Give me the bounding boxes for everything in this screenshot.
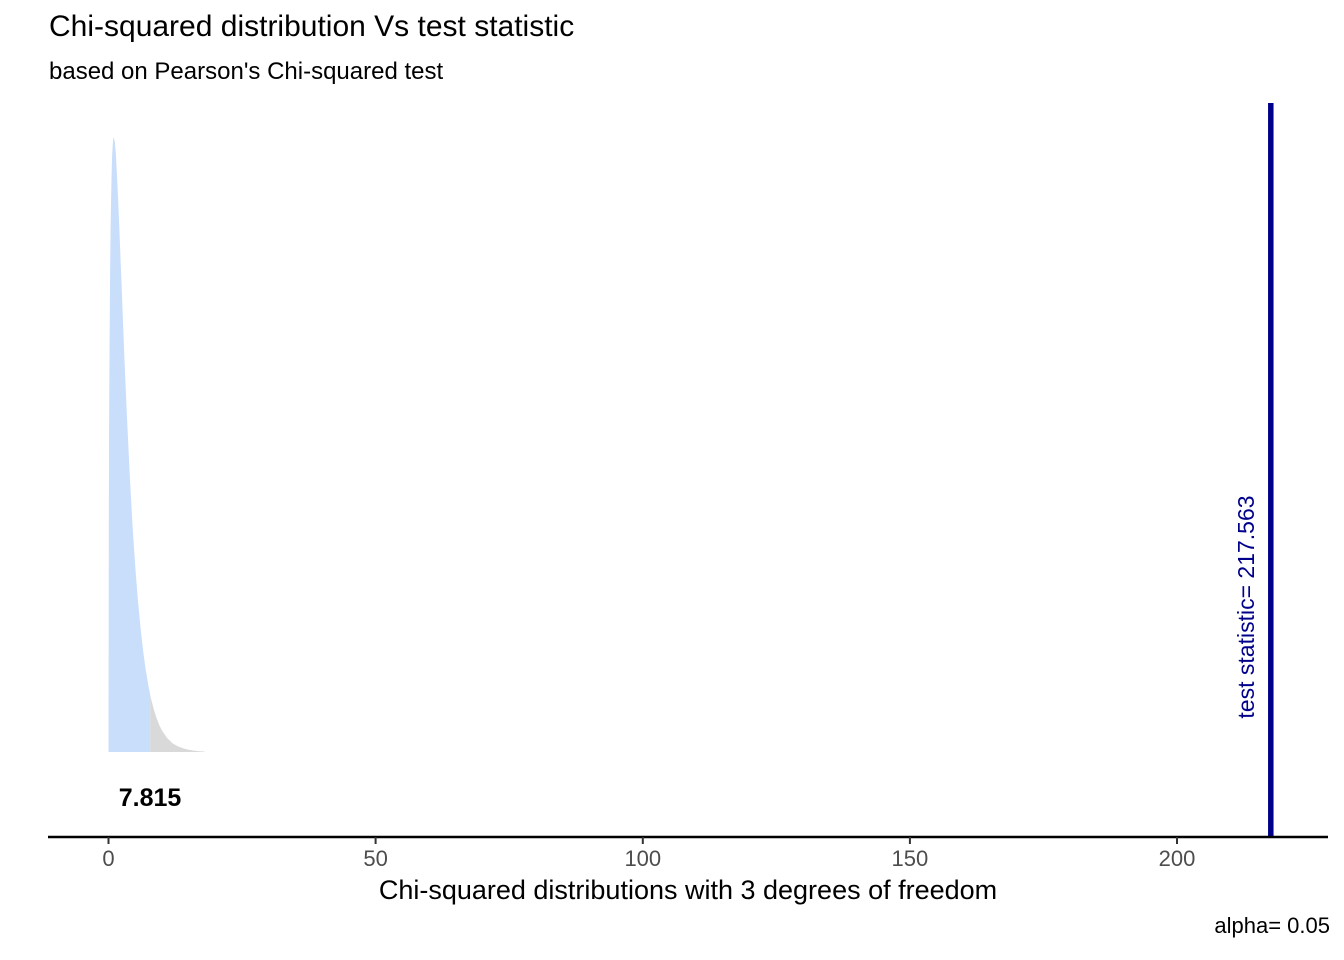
chart-subtitle: based on Pearson's Chi-squared test — [49, 58, 444, 85]
x-axis-title: Chi-squared distributions with 3 degrees… — [378, 875, 998, 905]
density-area-accept — [108, 137, 151, 753]
x-tick-label: 100 — [624, 846, 662, 871]
x-tick-label: 50 — [363, 846, 388, 871]
x-tick-label: 0 — [102, 846, 115, 871]
alpha-label: alpha= 0.05 — [1214, 913, 1330, 938]
x-tick-label: 200 — [1158, 846, 1196, 871]
x-tick-label: 150 — [891, 846, 929, 871]
density-area-reject — [150, 695, 205, 752]
test-statistic-label: test statistic= 217.563 — [1233, 495, 1259, 719]
chart-title: Chi-squared distribution Vs test statist… — [49, 10, 575, 43]
x-axis-ticks — [107, 837, 1178, 844]
critical-value-label: 7.815 — [118, 784, 182, 812]
